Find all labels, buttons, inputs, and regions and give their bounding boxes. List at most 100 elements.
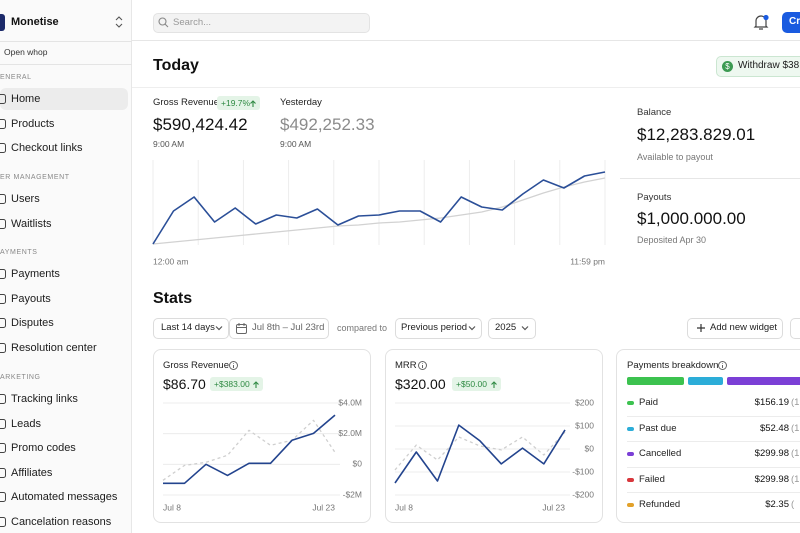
separator — [0, 64, 132, 65]
breakdown-segment — [688, 377, 723, 385]
settings-button[interactable] — [790, 318, 800, 339]
widget-card — [616, 349, 800, 523]
row-separator — [627, 441, 800, 442]
section-title: ARKETING — [0, 374, 41, 381]
nav-icon — [0, 443, 6, 453]
card-value: $86.70 — [163, 376, 206, 392]
withdraw-icon: $ — [722, 61, 733, 72]
workspace-switcher[interactable] — [114, 15, 124, 29]
compared-to: compared to — [337, 323, 388, 333]
change-text: +$383.00 — [214, 379, 250, 389]
nav-label: Cancelation reasons — [11, 515, 112, 528]
change-text: +$50.00 — [456, 379, 487, 389]
row-amount: $156.19 — [754, 397, 789, 408]
nav-label: Promo codes — [11, 442, 76, 454]
up-arrow — [491, 381, 497, 388]
balance-value: $12,283.829.01 — [637, 125, 756, 144]
widget-card — [153, 349, 371, 523]
row-share: (1 — [791, 473, 800, 485]
row-amount: $299.98 — [754, 473, 789, 485]
search-box[interactable] — [153, 13, 370, 33]
card-title: MRR — [395, 360, 417, 371]
card-value: $320.00 — [395, 376, 446, 392]
dropdown-label: Last 14 days — [161, 322, 215, 333]
row-amount: $2.35 — [765, 499, 789, 510]
create-button-label: Cre — [789, 16, 800, 27]
balance-label: Balance — [637, 107, 672, 118]
open-link-text: Open whop — [4, 47, 48, 57]
svg-text:$: $ — [725, 62, 730, 71]
row-separator — [627, 466, 800, 468]
up-arrow — [250, 100, 256, 107]
breakdown-segment — [727, 377, 800, 385]
row-share: (1 — [791, 448, 800, 459]
nav-icon — [0, 143, 6, 153]
nav-label: Affiliates — [11, 466, 53, 479]
add-widget-label: Add new widget — [710, 322, 778, 333]
date-picker[interactable] — [229, 318, 329, 339]
metric-value: $492,252.33 — [280, 115, 375, 134]
info-icon — [718, 361, 727, 370]
row-amount: $299.98 — [754, 448, 789, 459]
create-button[interactable] — [782, 12, 800, 33]
side-divider — [620, 178, 800, 179]
nav-label: Waitlists — [11, 217, 52, 230]
separator — [0, 41, 132, 42]
notifications[interactable] — [753, 14, 769, 31]
section-title: ENERAL — [0, 74, 32, 81]
range-dropdown[interactable] — [153, 318, 229, 339]
chevron — [215, 326, 223, 331]
status-dot — [627, 503, 634, 507]
row-share: ( — [791, 499, 795, 510]
nav-icon — [0, 516, 6, 527]
x-tick-label: 12:00 am — [153, 256, 188, 266]
balance-note: Available to payout — [637, 152, 713, 162]
status-dot — [627, 477, 634, 482]
comparison-dropdown[interactable] — [395, 318, 482, 339]
nav-icon — [0, 467, 6, 478]
row-label: Paid — [639, 397, 659, 408]
payouts-value: $1,000.000.00 — [637, 209, 746, 228]
row-share: (1 — [791, 422, 800, 434]
date-range: Jul 8th – Jul 23rd — [252, 322, 325, 333]
chevron — [521, 326, 529, 331]
section-heading: Today — [153, 57, 199, 74]
card-title: Payments breakdown — [627, 360, 719, 371]
search-placeholder: Search... — [173, 17, 212, 28]
row-share: (19 — [791, 397, 800, 408]
nav-label: Automated messages — [11, 491, 118, 503]
year-dropdown[interactable] — [488, 318, 536, 339]
card-title: Gross Revenue — [163, 360, 230, 371]
nav-icon — [0, 342, 6, 353]
nav-icon — [0, 118, 6, 129]
nav-icon — [0, 318, 6, 328]
breakdown-segment — [627, 377, 684, 385]
topbar-border — [132, 40, 800, 41]
workspace-name: Monetise — [11, 16, 59, 28]
payouts-note: Deposited Apr 30 — [637, 235, 707, 245]
x-tick-label: 11:59 pm — [570, 256, 605, 266]
section-heading: Stats — [153, 290, 193, 307]
metric-label: Yesterday — [280, 97, 322, 108]
add-widget-button[interactable] — [687, 318, 783, 339]
withdraw-button[interactable] — [716, 56, 800, 77]
change-badge — [452, 377, 501, 391]
logo — [0, 14, 5, 31]
metric-time: 9:00 AM — [280, 139, 312, 149]
chevron — [468, 326, 476, 331]
metric-label: Gross Revenue — [153, 97, 220, 108]
status-dot — [627, 426, 634, 431]
row-separator — [627, 492, 800, 493]
row-label: Refunded — [639, 499, 681, 510]
row-label: Failed — [639, 473, 665, 485]
nav-label: Products — [11, 117, 55, 130]
nav-icon — [0, 418, 6, 429]
up-arrow — [253, 381, 259, 388]
nav-icon — [0, 94, 6, 104]
nav-item[interactable] — [0, 88, 128, 110]
section-title: AYMENTS — [0, 249, 38, 256]
series-line — [152, 177, 606, 245]
nav-label: Payments — [11, 268, 60, 280]
nav-label: Disputes — [11, 317, 54, 329]
